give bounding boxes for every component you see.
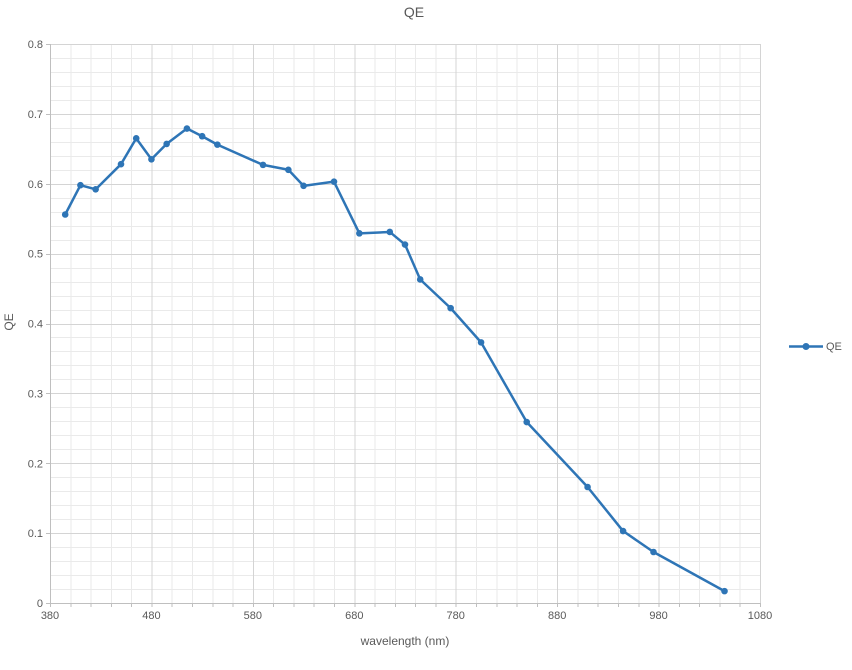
legend: QE	[789, 340, 842, 353]
y-tick-label: 0.2	[28, 458, 43, 470]
x-axis-title: wavelength (nm)	[360, 634, 450, 648]
x-tick-label: 480	[142, 610, 160, 622]
series-marker	[117, 160, 125, 168]
x-tick-label: 880	[548, 610, 566, 622]
series-marker	[401, 241, 409, 248]
series-marker	[477, 339, 485, 346]
y-tick-label: 0.4	[28, 319, 43, 331]
series-marker	[330, 178, 338, 185]
chart-title: QE	[403, 4, 425, 20]
y-tick-label: 0.8	[28, 39, 43, 51]
series-marker	[300, 182, 307, 190]
series-marker	[386, 228, 394, 236]
series-marker	[61, 211, 69, 218]
x-tick-label: 680	[345, 610, 363, 622]
series-marker	[132, 135, 140, 142]
series-marker	[183, 125, 191, 132]
series-marker	[163, 140, 170, 148]
y-tick-label: 0.5	[28, 249, 43, 261]
x-tick-labels: 380 480 580 680 780 880 980 1080	[41, 610, 772, 622]
x-tick-label: 380	[41, 610, 59, 622]
series-marker	[416, 276, 424, 283]
series-marker	[523, 418, 531, 426]
y-axis-title: QE	[2, 313, 16, 331]
legend-label: QE	[826, 340, 842, 353]
series-marker	[259, 161, 267, 169]
x-tick-label: 580	[244, 610, 262, 622]
x-tick-label: 780	[447, 610, 465, 622]
series-marker	[77, 181, 84, 189]
series-marker	[198, 132, 206, 140]
legend-line-marker-icon	[789, 343, 823, 350]
y-tick-label: 0.3	[28, 388, 43, 400]
series-marker	[148, 155, 155, 163]
series-marker	[619, 527, 627, 535]
series-marker	[721, 587, 728, 595]
series-marker	[92, 186, 99, 193]
axes	[46, 44, 761, 607]
series-marker	[356, 230, 363, 237]
y-tick-label: 0.7	[28, 109, 43, 121]
y-tick-label: 0.1	[28, 528, 43, 540]
series-marker	[584, 483, 591, 491]
y-tick-labels: 0 0.1 0.2 0.3 0.4 0.5 0.6 0.7 0.8	[28, 39, 43, 610]
series-QE	[61, 125, 728, 595]
series-marker	[447, 304, 454, 312]
series-marker	[214, 141, 221, 148]
x-tick-label: 980	[649, 610, 667, 622]
x-tick-label: 1080	[748, 610, 772, 622]
y-tick-label: 0.6	[28, 179, 43, 191]
series-marker	[285, 166, 292, 174]
y-tick-label: 0	[37, 598, 43, 610]
minor-gridlines	[50, 44, 760, 603]
series-marker	[650, 548, 657, 556]
